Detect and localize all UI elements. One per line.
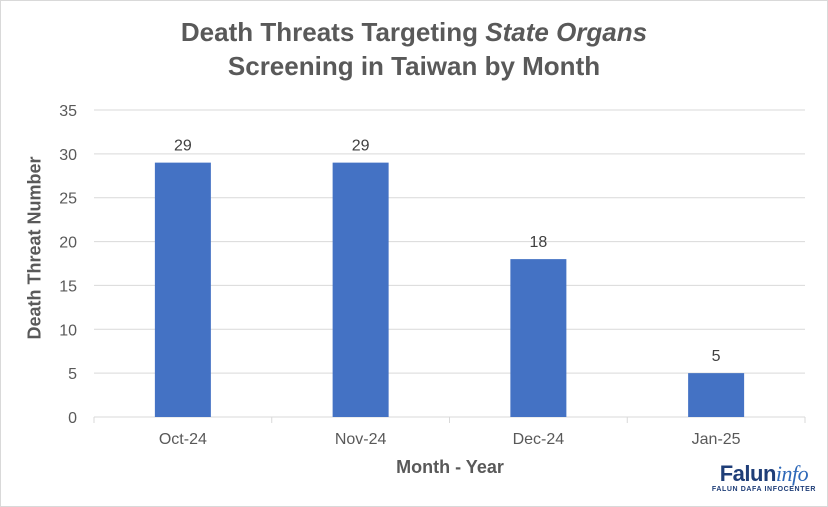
y-tick-label: 5 [68, 366, 77, 383]
title-part-italic: State Organs [485, 17, 648, 47]
bar-jan-25 [688, 373, 745, 417]
y-tick-label: 0 [68, 410, 77, 427]
logo-brand-italic: info [775, 461, 809, 486]
y-tick-label: 20 [59, 235, 77, 252]
title-part-2: Screening in Taiwan by Month [227, 51, 601, 81]
chart-title: Death Threats Targeting State Organs Scr… [0, 15, 828, 83]
y-tick-label: 10 [59, 322, 77, 339]
falun-info-logo: Faluninfo FALUN DAFA INFOCENTER [711, 463, 816, 494]
x-tick-label: Jan-25 [692, 431, 741, 448]
y-tick-label: 25 [59, 191, 77, 208]
title-part-1: Death Threats Targeting [180, 17, 486, 47]
y-tick-label: 35 [59, 103, 77, 120]
bar-dec-24 [510, 259, 567, 417]
data-label: 29 [352, 138, 370, 155]
data-label: 5 [712, 348, 721, 365]
x-tick-label: Dec-24 [513, 431, 565, 448]
data-label: 18 [529, 234, 547, 251]
bar-oct-24 [154, 162, 211, 417]
logo-wordmark: Faluninfo [712, 463, 816, 485]
x-tick-label: Nov-24 [335, 431, 387, 448]
x-axis-label: Month - Year [396, 457, 504, 477]
bar-nov-24 [332, 162, 389, 417]
x-tick-label: Oct-24 [159, 431, 207, 448]
y-tick-label: 30 [59, 147, 77, 164]
logo-tagline: FALUN DAFA INFOCENTER [711, 486, 816, 493]
data-label: 29 [174, 138, 192, 155]
y-tick-label: 15 [59, 278, 77, 295]
logo-brand: Falun [719, 461, 777, 486]
